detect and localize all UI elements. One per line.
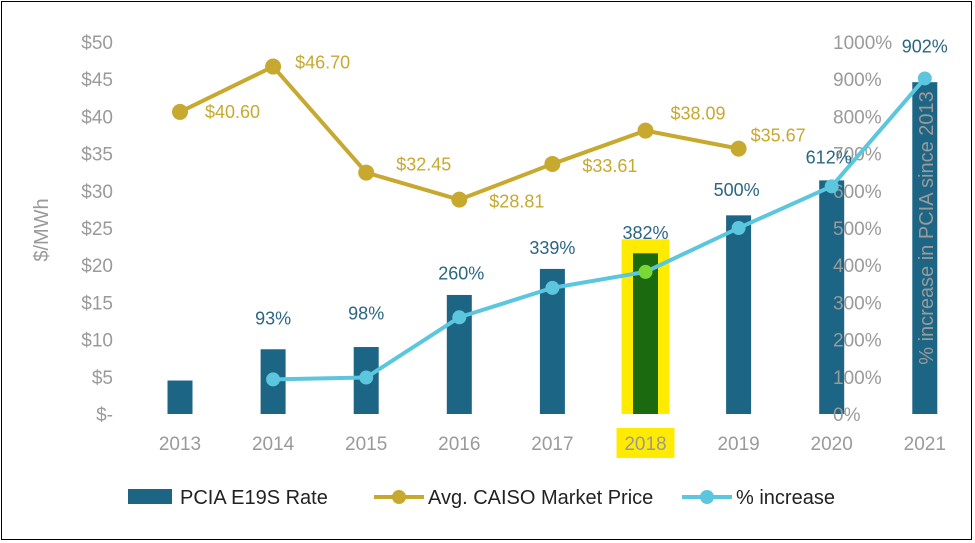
- pct-label-2018: 382%: [622, 223, 668, 243]
- price-point-2017: [544, 155, 561, 172]
- left-tick-label: $20: [81, 256, 113, 277]
- right-tick-label: 1000%: [833, 33, 892, 54]
- pct-point-2017: [545, 280, 560, 295]
- price-label-2018: $38.09: [671, 104, 726, 124]
- pct-line: [273, 77, 927, 382]
- pct-point-2015: [359, 370, 374, 385]
- price-label-2015: $32.45: [396, 155, 451, 175]
- price-label-2017: $33.61: [582, 156, 637, 176]
- pct-line-layer: 93% 98% 260% 339% 382% 500% 612% 902%: [255, 36, 948, 387]
- price-point-2016: [451, 191, 468, 208]
- pct-point-2021: [917, 71, 932, 86]
- right-tick-label: 400%: [833, 256, 882, 277]
- highlight-x-label-box: [616, 428, 675, 458]
- left-tick-label: $50: [81, 33, 113, 54]
- x-tick-2016: 2016: [438, 434, 480, 455]
- bar-2020: [819, 180, 845, 414]
- right-tick-label: 0%: [833, 405, 861, 426]
- left-tick-label: $15: [81, 293, 113, 314]
- price-point-2018: [637, 122, 654, 139]
- pct-point-2016: [452, 310, 467, 325]
- x-tick-2020: 2020: [811, 434, 853, 455]
- left-axis-ticks: $- $5 $10 $15 $20 $25 $30 $35 $40 $45 $50: [81, 33, 113, 426]
- pct-point-2019: [731, 221, 746, 235]
- price-line-layer: $40.60 $46.70 $32.45 $28.81 $33.61 $38.09 $35.…: [172, 53, 806, 212]
- pct-point-2014: [266, 372, 281, 387]
- legend-swatch-price-marker: [392, 490, 406, 504]
- price-line: [179, 64, 739, 202]
- left-axis-title: $/MWh: [31, 198, 53, 261]
- x-axis-ticks: 2013 2014 2015 2016 2017 2018 2019 2020 2021: [159, 434, 946, 455]
- pct-label-2015: 98%: [348, 304, 384, 324]
- legend-label-bar: PCIA E19S Rate: [180, 487, 328, 509]
- bar-2013: [167, 380, 193, 414]
- pct-point-2020: [824, 179, 839, 194]
- left-tick-label: $5: [92, 368, 113, 389]
- price-point-2015: [358, 164, 375, 181]
- x-tick-2021: 2021: [904, 434, 946, 455]
- x-tick-2014: 2014: [252, 434, 295, 455]
- pct-label-2021: 902%: [902, 36, 948, 56]
- price-label-2013: $40.60: [205, 102, 260, 122]
- left-tick-label: $40: [81, 107, 113, 128]
- x-tick-2017: 2017: [531, 434, 573, 455]
- pct-label-2019: 500%: [714, 180, 760, 200]
- right-axis-title: % increase in PCIA since 2013: [916, 91, 938, 365]
- bar-2019: [726, 215, 752, 414]
- left-tick-label: $35: [81, 145, 113, 166]
- right-axis-ticks: 0%100%200%300%400%500%600%700%800%900%10…: [833, 33, 892, 426]
- legend: PCIA E19S Rate Avg. CAISO Market Price % i…: [128, 487, 835, 509]
- x-tick-2013: 2013: [159, 434, 201, 455]
- x-tick-2015: 2015: [345, 434, 387, 455]
- left-tick-label: $30: [81, 182, 113, 203]
- pct-label-2014: 93%: [255, 308, 291, 328]
- left-tick-label: $10: [81, 331, 113, 352]
- left-tick-label: $25: [81, 219, 113, 240]
- bar-2021: [912, 82, 938, 415]
- pct-label-2020: 612%: [806, 147, 852, 167]
- pct-point-2018: [638, 264, 653, 279]
- price-label-2014: $46.70: [295, 53, 350, 73]
- price-point-2013: [172, 103, 188, 120]
- price-point-2014: [265, 58, 282, 75]
- right-tick-label: 200%: [833, 331, 882, 352]
- legend-swatch-bar: [128, 489, 172, 504]
- right-tick-label: 100%: [833, 368, 882, 389]
- pct-label-2016: 260%: [438, 263, 484, 283]
- right-tick-label: 800%: [833, 107, 882, 128]
- x-tick-2018: 2018: [624, 434, 666, 455]
- left-tick-label: $45: [81, 70, 113, 91]
- right-tick-label: 600%: [833, 182, 882, 203]
- left-tick-label: $-: [96, 405, 113, 426]
- pct-label-2017: 339%: [529, 238, 575, 258]
- right-tick-label: 300%: [833, 293, 882, 314]
- price-label-2019: $35.67: [751, 126, 806, 146]
- legend-label-price: Avg. CAISO Market Price: [428, 487, 653, 509]
- x-tick-2019: 2019: [717, 434, 759, 455]
- right-tick-label: 500%: [833, 219, 882, 240]
- bar-2018: [633, 253, 658, 414]
- legend-label-pct: % increase: [736, 487, 835, 509]
- right-tick-label: 900%: [833, 70, 882, 91]
- legend-swatch-pct-marker: [700, 490, 714, 504]
- price-point-2019: [730, 140, 747, 157]
- price-label-2016: $28.81: [489, 192, 544, 212]
